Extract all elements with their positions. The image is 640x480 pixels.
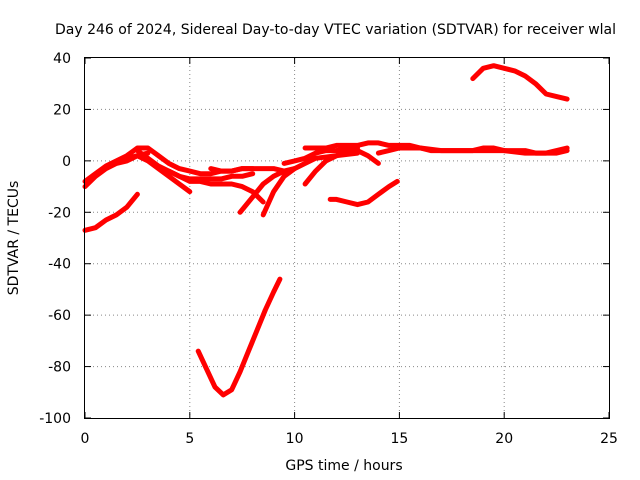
y-tick-label: 0 (62, 154, 71, 170)
x-tick-label: 0 (81, 431, 90, 447)
y-tick-label: -60 (48, 308, 71, 324)
series-group (82, 63, 570, 398)
y-tick-label: -80 (48, 360, 71, 376)
plot-frame (84, 57, 610, 419)
y-axis-label: SDTVAR / TECUs (6, 181, 22, 296)
y-axis: -100 -80 -60 -40 -20 0 20 40 (39, 51, 609, 427)
chart-title: Day 246 of 2024, Sidereal Day-to-day VTE… (55, 22, 616, 38)
y-tick-label: -40 (48, 257, 71, 273)
y-tick-label: 40 (53, 51, 71, 67)
x-axis-label: GPS time / hours (285, 458, 402, 474)
x-tick-label: 5 (185, 431, 194, 447)
y-tick-label: -100 (39, 411, 71, 427)
series-arc-l (302, 148, 381, 187)
series-arc-i (237, 166, 298, 215)
series-arc-o (375, 145, 570, 156)
series-arc-p (470, 63, 570, 102)
series-arc-g (195, 276, 283, 398)
x-axis: 0 5 10 15 20 25 (81, 58, 618, 447)
series-arc-f (166, 168, 266, 205)
series-arc-k (281, 145, 360, 166)
series-arc-b (82, 191, 140, 233)
x-tick-label: 10 (286, 431, 304, 447)
y-tick-label: -20 (48, 205, 71, 221)
series-arc-h (208, 166, 287, 174)
y-tick-label: 20 (53, 102, 71, 118)
series-arc-m (327, 178, 400, 208)
x-tick-label: 25 (600, 431, 618, 447)
grid (85, 58, 609, 418)
x-tick-label: 15 (390, 431, 408, 447)
x-tick-label: 20 (495, 431, 513, 447)
